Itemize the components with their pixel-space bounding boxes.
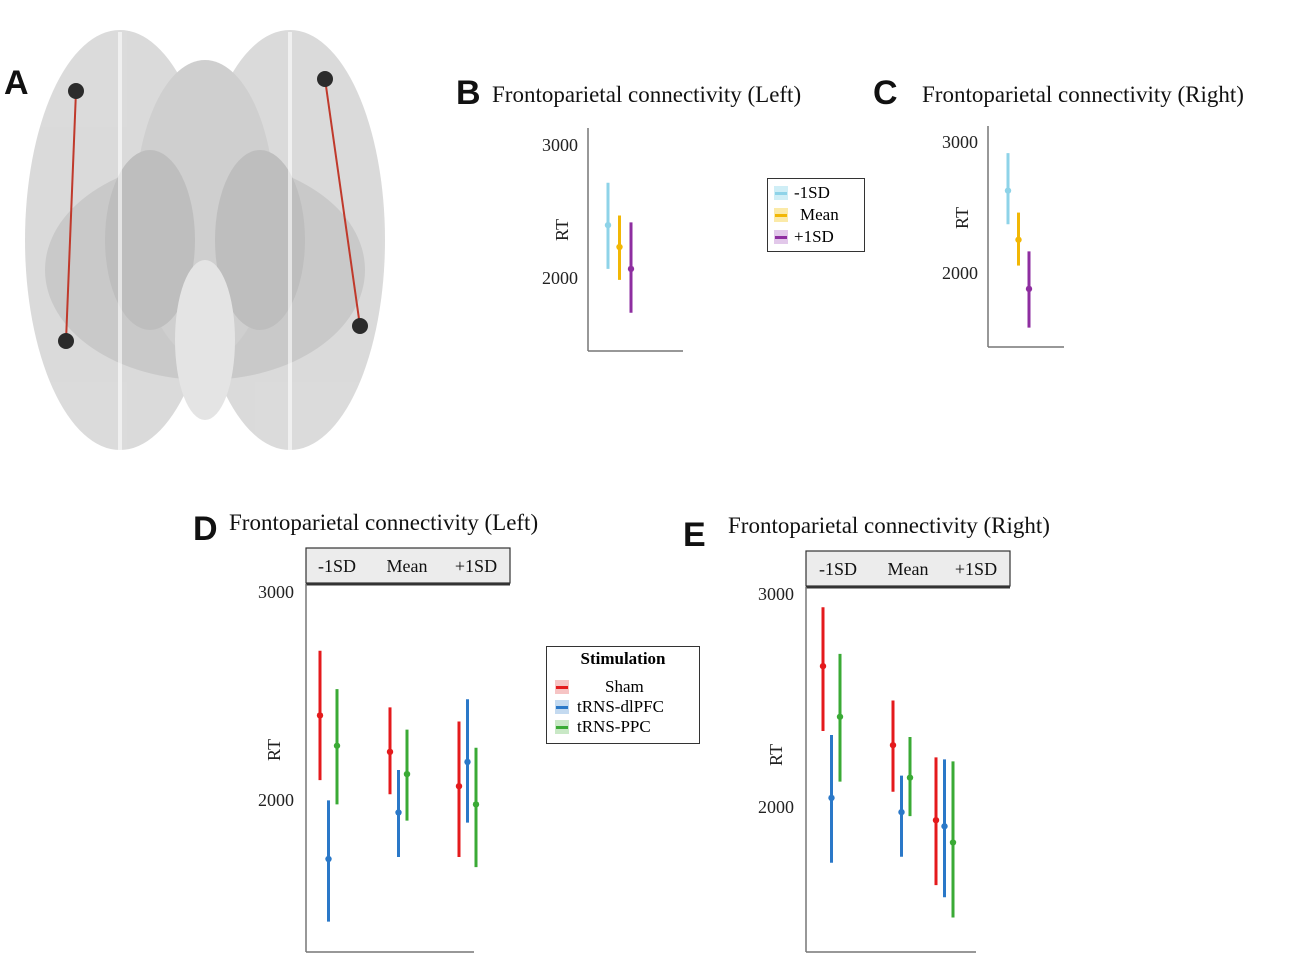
point-sham-1sd: [316, 712, 324, 719]
point-trns-dlpfc-mean: [898, 808, 905, 816]
brainstem: [175, 260, 235, 420]
facet-label-mean: Mean: [888, 559, 929, 579]
point-trns-ppc-mean: [403, 770, 411, 778]
panel-title-d: Frontoparietal connectivity (Left): [229, 510, 539, 535]
panel-letter-b: B: [456, 74, 481, 112]
legend-item-sham: Sham: [555, 677, 644, 697]
legend-sd: -1SD Mean +1SD: [767, 178, 865, 252]
chart-c: 3000 2000 RT: [942, 126, 1064, 348]
panel-title-b: Frontoparietal connectivity (Left): [492, 82, 802, 107]
point-sham-1sd: [932, 816, 940, 824]
panel-title-e: Frontoparietal connectivity (Right): [728, 513, 1050, 538]
point-mean: [616, 243, 623, 251]
ytick-3000: 3000: [758, 584, 794, 604]
ytick-2000: 2000: [542, 268, 578, 288]
legend-key-dlpfc: [555, 700, 569, 714]
facet-label-mean: Mean: [387, 556, 428, 576]
legend-label-dlpfc: tRNS-dlPFC: [577, 697, 664, 716]
legend-label-mean: Mean: [800, 205, 839, 224]
facet-strip: [805, 550, 1011, 587]
legend-title: Stimulation: [580, 649, 666, 668]
legend-key-ppc: [555, 720, 569, 734]
right-connection-line: [324, 78, 361, 327]
legend-label-minus1sd: -1SD: [794, 183, 830, 202]
point-trns-ppc-1sd: [333, 742, 341, 749]
legend-item-ppc: tRNS-PPC: [555, 717, 651, 737]
point-sham-1sd: [455, 782, 463, 790]
ytick-2000: 2000: [758, 797, 794, 817]
point-trns-dlpfc-mean: [395, 809, 402, 816]
panel-letter-e: E: [683, 516, 706, 554]
point-trns-dlpfc-1sd: [941, 823, 948, 830]
legend-key-plus1sd: [774, 230, 788, 244]
y-axis-label: RT: [264, 739, 284, 761]
point-trns-ppc-mean: [906, 774, 914, 781]
facet-strip: [305, 547, 511, 584]
hemisphere-fissure: [118, 32, 292, 450]
panel-letter-a: A: [4, 64, 29, 102]
y-axis-label: RT: [766, 744, 786, 766]
point-sham-mean: [386, 748, 394, 756]
point-trns-dlpfc-1sd: [464, 758, 471, 766]
legend-label-plus1sd: +1SD: [794, 227, 834, 246]
left-parietal-node: [58, 333, 74, 349]
left-frontal-node: [68, 83, 84, 99]
ytick-3000: 3000: [542, 135, 578, 155]
point-sham-1sd: [819, 662, 827, 670]
legend-key-sham: [555, 680, 569, 694]
legend-item-dlpfc: tRNS-dlPFC: [555, 697, 664, 717]
right-deep-structure: [215, 150, 305, 330]
ytick-3000: 3000: [258, 582, 294, 602]
legend-stimulation: Stimulation Sham tRNS-dlPFC tRNS-PPC: [546, 646, 700, 744]
facet-label-plus1sd: +1SD: [455, 556, 497, 576]
panel-title-c: Frontoparietal connectivity (Right): [922, 82, 1244, 107]
legend-label-ppc: tRNS-PPC: [577, 717, 651, 736]
point-trns-dlpfc-1sd: [828, 794, 835, 802]
point-1sd: [1004, 187, 1012, 194]
ytick-2000: 2000: [942, 263, 978, 283]
left-connection-line: [65, 90, 77, 342]
right-parietal-node: [352, 318, 368, 334]
point-trns-ppc-1sd: [949, 839, 957, 846]
point-1sd: [1025, 285, 1033, 293]
point-trns-ppc-1sd: [472, 801, 480, 808]
right-frontal-node: [317, 71, 333, 87]
y-axis-label: RT: [552, 219, 572, 241]
point-mean: [1015, 236, 1022, 243]
chart-e: -1SD Mean +1SD 3000 2000 RT: [758, 550, 1011, 953]
panel-letter-c: C: [873, 74, 898, 112]
legend-item-plus1sd: +1SD: [774, 227, 834, 247]
chart-b: 3000 2000 RT: [542, 128, 683, 352]
legend-item-minus1sd: -1SD: [774, 183, 830, 203]
facet-label-plus1sd: +1SD: [955, 559, 997, 579]
brain-illustration: [25, 30, 385, 450]
ytick-2000: 2000: [258, 790, 294, 810]
legend-key-mean: [774, 208, 788, 222]
point-1sd: [604, 221, 612, 229]
legend-item-mean: Mean: [774, 205, 839, 225]
legend-key-minus1sd: [774, 186, 788, 200]
left-deep-structure: [105, 150, 195, 330]
point-trns-dlpfc-1sd: [325, 855, 332, 863]
ytick-3000: 3000: [942, 132, 978, 152]
chart-d: -1SD Mean +1SD 3000 2000 RT: [258, 547, 511, 953]
legend-label-sham: Sham: [605, 677, 644, 696]
facet-label-minus1sd: -1SD: [318, 556, 356, 576]
point-1sd: [627, 265, 635, 273]
facet-label-minus1sd: -1SD: [819, 559, 857, 579]
panel-letter-d: D: [193, 510, 218, 548]
point-sham-mean: [889, 741, 897, 749]
point-trns-ppc-1sd: [836, 713, 844, 720]
y-axis-label: RT: [952, 207, 972, 229]
